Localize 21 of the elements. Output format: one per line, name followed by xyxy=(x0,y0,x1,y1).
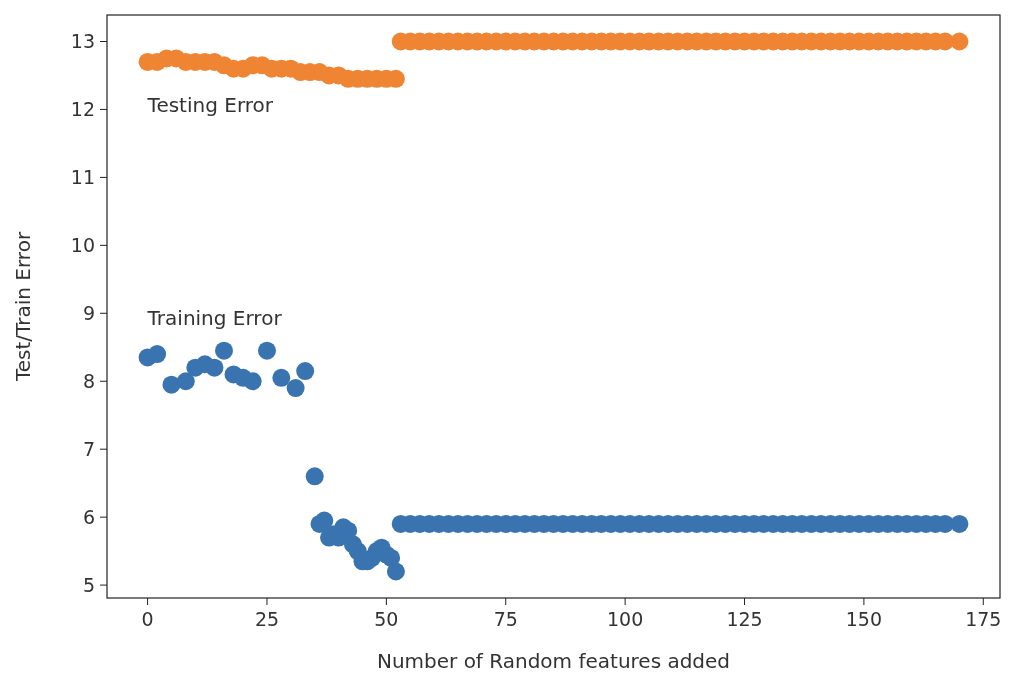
y-tick-label: 9 xyxy=(82,301,95,324)
x-tick-label: 125 xyxy=(726,608,763,630)
series-label: Testing Error xyxy=(146,92,274,117)
y-tick-label: 11 xyxy=(70,166,95,189)
y-tick-label: 13 xyxy=(70,30,95,53)
x-tick-label: 100 xyxy=(607,608,644,630)
x-tick-label: 50 xyxy=(374,608,399,630)
x-tick-label: 175 xyxy=(965,608,1002,630)
x-tick-label: 150 xyxy=(845,608,883,630)
y-tick-label: 7 xyxy=(82,437,95,460)
y-tick-label: 5 xyxy=(82,573,95,596)
y-tick-label: 10 xyxy=(70,234,95,256)
series-label: Training Error xyxy=(146,306,283,331)
x-tick-label: 75 xyxy=(493,608,518,630)
x-tick-label: 25 xyxy=(254,608,280,630)
x-axis-title: Number of Random features added xyxy=(376,649,731,673)
y-tick-label: 12 xyxy=(70,98,95,121)
x-tick-label: 0 xyxy=(141,608,154,630)
y-tick-label: 6 xyxy=(82,505,95,528)
y-axis-title: Test/Train Error xyxy=(11,231,35,383)
y-tick-label: 8 xyxy=(82,369,95,392)
